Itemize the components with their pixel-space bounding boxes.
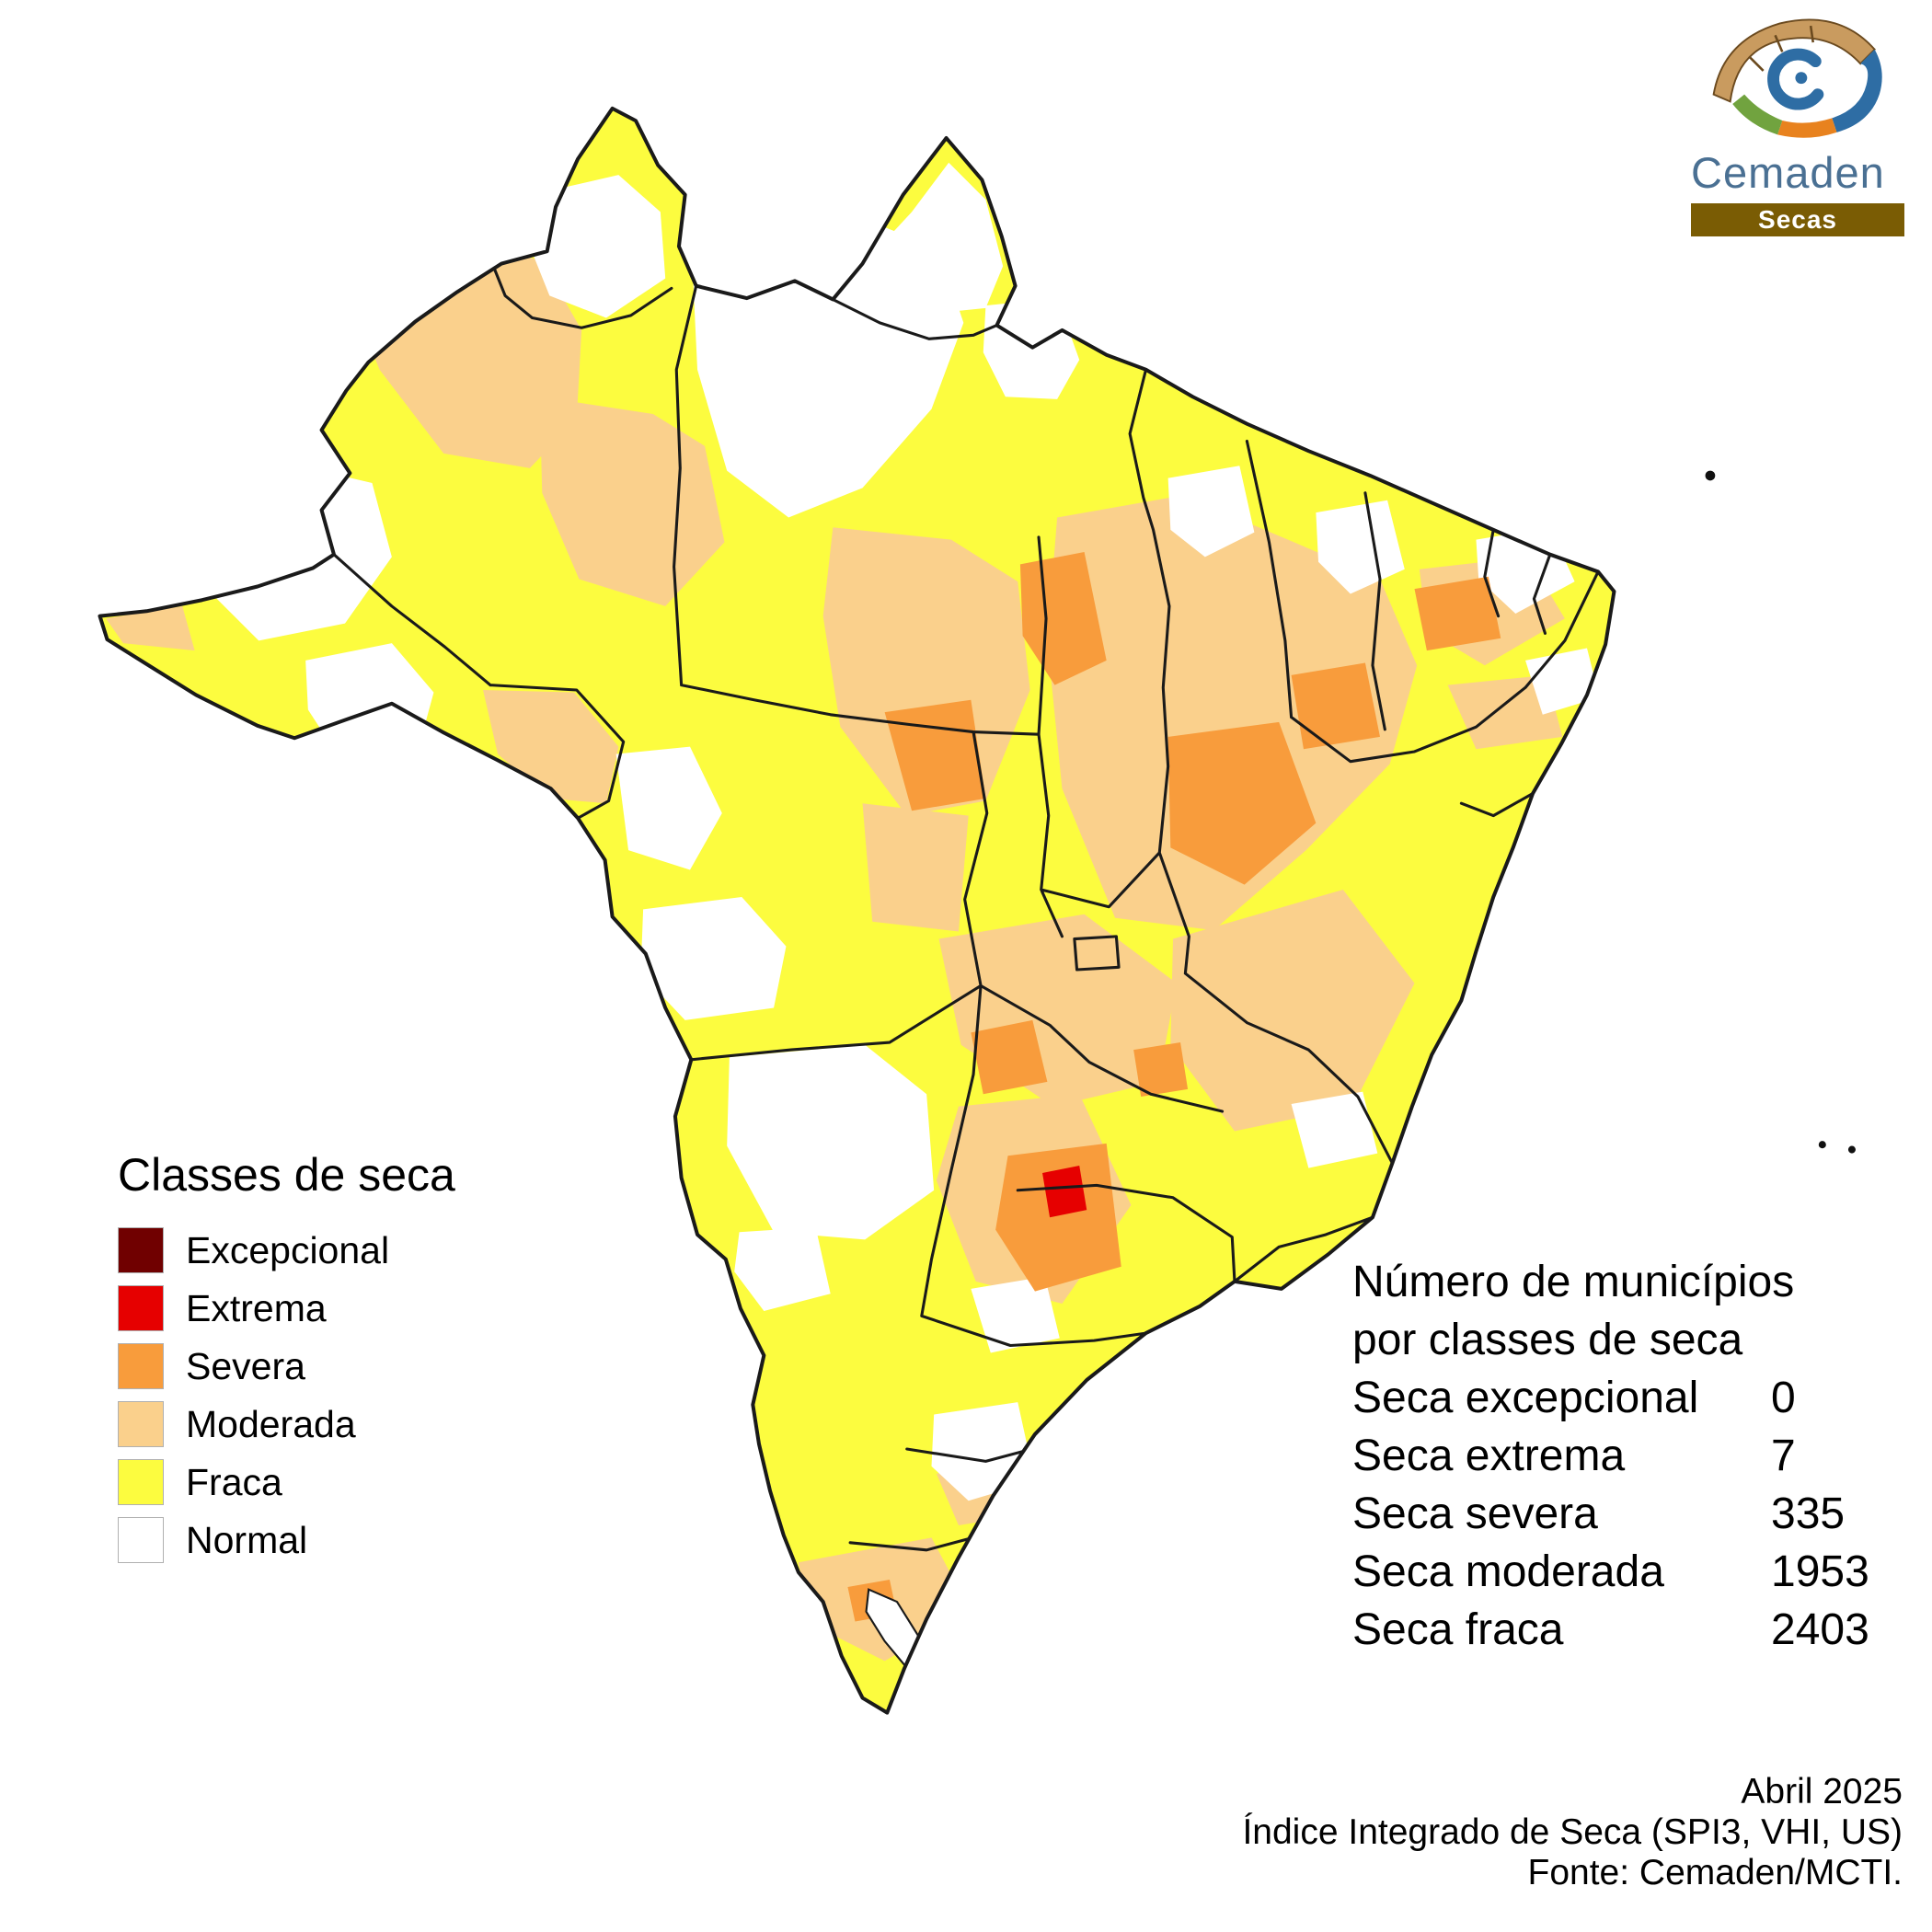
legend-label-moderada: Moderada bbox=[186, 1402, 356, 1445]
legend-label-normal: Normal bbox=[186, 1518, 308, 1561]
country-outline bbox=[98, 106, 1616, 1715]
stats-label: Seca excepcional bbox=[1352, 1374, 1699, 1422]
legend-title: Classes de seca bbox=[118, 1149, 455, 1201]
stats-label: Seca severa bbox=[1352, 1489, 1598, 1538]
legend-swatch-moderada bbox=[118, 1401, 164, 1447]
stats-value: 0 bbox=[1771, 1374, 1796, 1422]
severa-regions bbox=[847, 552, 1501, 1622]
extrema-regions bbox=[1042, 1165, 1087, 1218]
stats-title-line1: Número de municípios bbox=[1352, 1258, 1795, 1306]
stats-title-line2: por classes de seca bbox=[1352, 1316, 1743, 1364]
stats-row-moderada: Seca moderada 1953 bbox=[1352, 1543, 1869, 1601]
logo-banner-secas: Secas bbox=[1691, 203, 1904, 236]
stats-row-severa: Seca severa 335 bbox=[1352, 1485, 1869, 1543]
legend-swatch-fraca bbox=[118, 1459, 164, 1505]
stats-label: Seca fraca bbox=[1352, 1605, 1564, 1654]
legend-label-severa: Severa bbox=[186, 1344, 305, 1387]
stats-row-extrema: Seca extrema 7 bbox=[1352, 1427, 1869, 1485]
legend-item-moderada: Moderada bbox=[118, 1401, 455, 1447]
footer-date: Abril 2025 bbox=[1741, 1772, 1903, 1811]
stats-label: Seca extrema bbox=[1352, 1432, 1626, 1480]
drought-classes-legend: Classes de seca Excepcional Extrema Seve… bbox=[118, 1148, 455, 1575]
legend-item-extrema: Extrema bbox=[118, 1285, 455, 1331]
legend-item-normal: Normal bbox=[118, 1517, 455, 1563]
legend-label-fraca: Fraca bbox=[186, 1460, 282, 1503]
municipios-stats-panel: Número de municípios por classes de seca… bbox=[1352, 1253, 1869, 1659]
legend-item-fraca: Fraca bbox=[118, 1459, 455, 1505]
cemaden-logo: Cemaden Secas bbox=[1691, 9, 1904, 236]
cemaden-logo-icon bbox=[1712, 18, 1882, 138]
legend-item-severa: Severa bbox=[118, 1343, 455, 1389]
stats-value: 335 bbox=[1771, 1489, 1846, 1538]
footer-index: Índice Integrado de Seca (SPI3, VHI, US) bbox=[1242, 1812, 1903, 1852]
stats-value: 2403 bbox=[1771, 1605, 1869, 1654]
island-dots bbox=[1705, 470, 1856, 1154]
stats-value: 7 bbox=[1771, 1432, 1796, 1480]
footer-source: Fonte: Cemaden/MCTI. bbox=[1527, 1853, 1903, 1892]
legend-swatch-normal bbox=[118, 1517, 164, 1563]
footer-info: Abril 2025 Índice Integrado de Seca (SPI… bbox=[1242, 1772, 1903, 1893]
legend-item-excepcional: Excepcional bbox=[118, 1227, 455, 1273]
legend-label-excepcional: Excepcional bbox=[186, 1228, 390, 1271]
stats-label: Seca moderada bbox=[1352, 1547, 1664, 1596]
legend-swatch-excepcional bbox=[118, 1227, 164, 1273]
legend-label-extrema: Extrema bbox=[186, 1286, 327, 1329]
state-boundaries bbox=[332, 257, 1600, 1552]
legend-swatch-extrema bbox=[118, 1285, 164, 1331]
stats-row-excepcional: Seca excepcional 0 bbox=[1352, 1369, 1869, 1427]
stats-row-fraca: Seca fraca 2403 bbox=[1352, 1601, 1869, 1659]
legend-swatch-severa bbox=[118, 1343, 164, 1389]
logo-brand-text: Cemaden bbox=[1691, 148, 1885, 197]
stats-value: 1953 bbox=[1771, 1547, 1869, 1596]
